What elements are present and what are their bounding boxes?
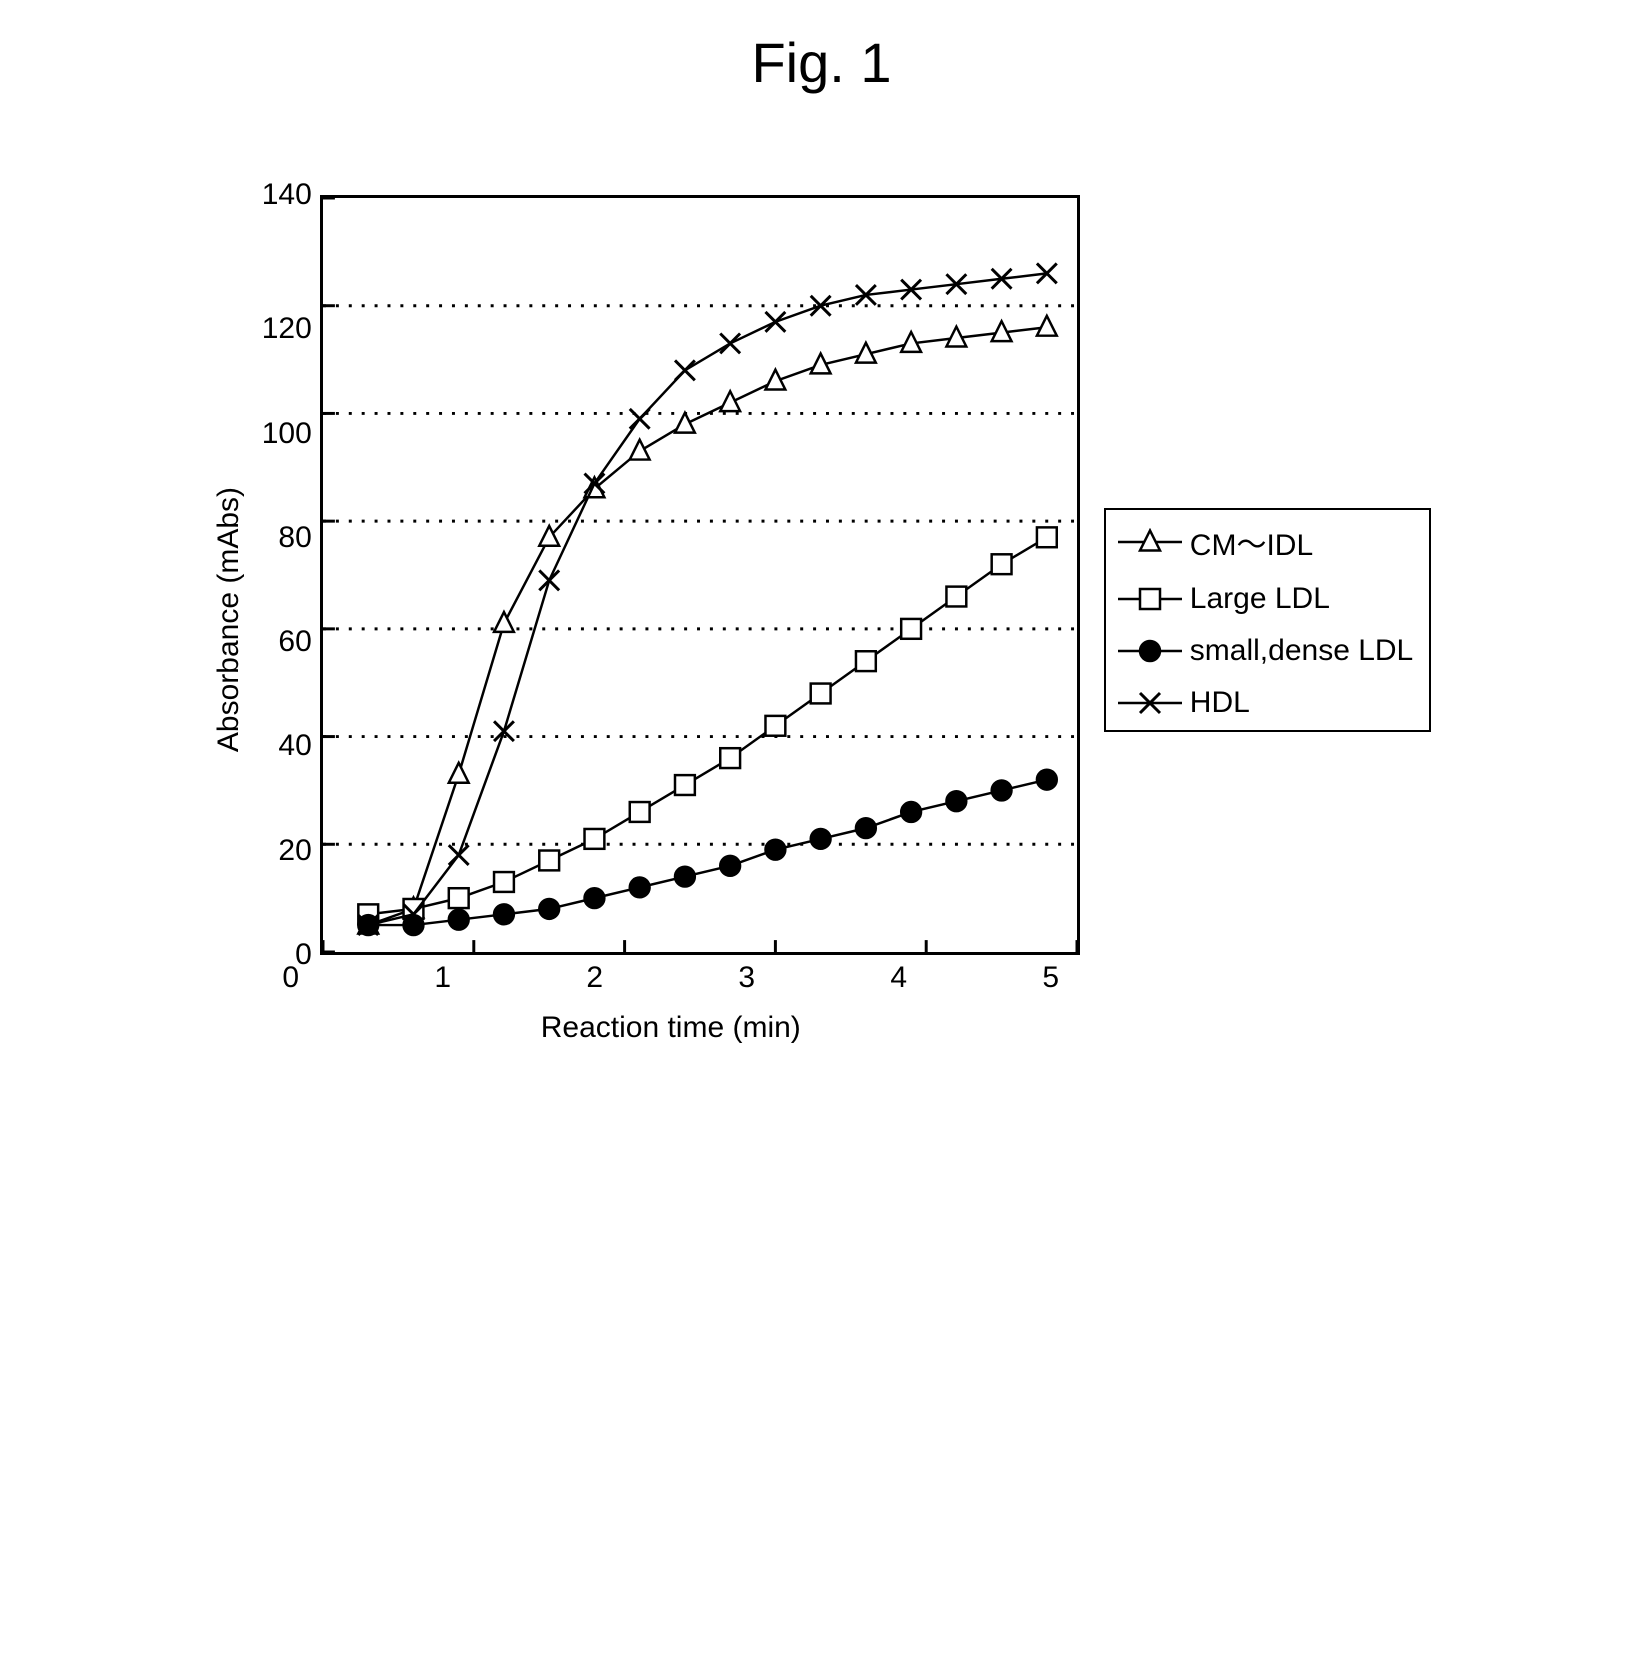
y-axis-ticks: 140120100806040200 [262,195,320,955]
series-marker [675,775,695,795]
series-marker [901,802,921,822]
legend-label: CM～IDL [1190,520,1313,564]
series-marker [675,413,695,433]
series-marker [675,867,695,887]
series-marker [720,748,740,768]
x-tick-label: 3 [738,961,755,995]
series-marker [991,781,1011,801]
plot-svg [323,198,1077,952]
series-marker [901,619,921,639]
series-marker [675,360,695,380]
series-marker [584,829,604,849]
series-marker [1037,316,1057,336]
legend-label: small,dense LDL [1190,634,1413,668]
series-marker [539,851,559,871]
series-marker [765,312,785,332]
series-marker [449,888,469,908]
series-line [368,780,1047,925]
x-axis-ticks: 012345 [291,961,1051,997]
series-marker [449,845,469,865]
y-axis-label: Absorbance (mAbs) [212,487,246,752]
legend-sample-icon [1118,585,1182,613]
series-marker [720,856,740,876]
series-marker [494,721,514,741]
series-line [368,327,1047,925]
y-tick-label: 60 [262,627,312,657]
series-marker [584,888,604,908]
series-line [368,273,1047,925]
legend-item: small,dense LDL [1118,634,1413,668]
series-marker [1037,527,1057,547]
x-tick-label: 5 [1042,961,1059,995]
series-marker [494,612,514,632]
legend-sample-icon [1118,637,1182,665]
series-marker [494,872,514,892]
series-marker [539,570,559,590]
x-tick-label: 4 [890,961,907,995]
series-marker [811,684,831,704]
chart-container: Absorbance (mAbs) 140120100806040200 012… [212,195,1432,1045]
series-marker [630,409,650,429]
series-marker [539,899,559,919]
series-marker [856,651,876,671]
x-tick-label: 2 [586,961,603,995]
x-tick-label: 1 [434,961,451,995]
series-marker [720,333,740,353]
series-marker [765,840,785,860]
y-tick-label: 100 [262,419,312,449]
figure-title: Fig. 1 [751,30,891,95]
legend-sample-icon [1118,689,1182,717]
legend: CM～IDL Large LDL small,dense LDL HDL [1104,508,1431,732]
chart-panel: 140120100806040200 012345 Reaction time … [262,195,1080,1045]
legend-sample-icon [1118,528,1182,556]
series-marker [720,391,740,411]
legend-item: Large LDL [1118,582,1413,616]
series-marker [449,763,469,783]
legend-label: HDL [1190,686,1250,720]
series-marker [946,791,966,811]
series-marker [403,915,423,935]
series-marker [946,587,966,607]
series-marker [811,829,831,849]
series-marker [630,440,650,460]
series-marker [630,877,650,897]
series-marker [449,910,469,930]
y-tick-label: 120 [262,314,312,344]
plot-area [320,195,1080,955]
series-marker [494,904,514,924]
series-line [368,537,1047,914]
y-tick-label: 20 [262,836,312,866]
legend-label: Large LDL [1190,582,1330,616]
y-tick-label: 140 [262,180,312,210]
y-tick-label: 40 [262,731,312,761]
y-tick-label: 80 [262,523,312,553]
x-axis-label: Reaction time (min) [541,1011,801,1045]
series-marker [991,554,1011,574]
series-marker [1037,770,1057,790]
series-marker [584,477,604,497]
series-marker [856,818,876,838]
legend-item: HDL [1118,686,1413,720]
x-tick-label: 0 [282,961,299,995]
series-marker [630,802,650,822]
legend-item: CM～IDL [1118,520,1413,564]
series-marker [765,716,785,736]
